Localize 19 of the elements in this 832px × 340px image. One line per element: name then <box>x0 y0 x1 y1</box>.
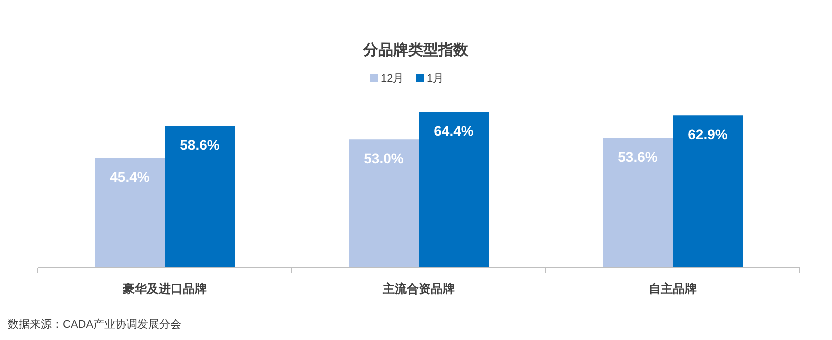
x-tick-label: 豪华及进口品牌 <box>122 282 207 296</box>
data-label: 45.4% <box>110 169 150 186</box>
legend-label: 1月 <box>427 73 444 85</box>
bar <box>673 116 743 268</box>
source-note: 数据来源：CADA产业协调发展分会 <box>8 318 182 331</box>
x-tick-label: 自主品牌 <box>649 282 697 296</box>
bar <box>603 138 673 268</box>
data-label: 64.4% <box>434 123 474 139</box>
legend-label: 12月 <box>381 73 404 85</box>
bar <box>419 112 489 268</box>
bar <box>95 158 165 268</box>
data-label: 58.6% <box>180 137 220 154</box>
data-label: 62.9% <box>688 126 728 143</box>
data-label: 53.0% <box>364 150 404 167</box>
bar <box>165 126 235 268</box>
bar <box>349 140 419 268</box>
x-tick-label: 主流合资品牌 <box>382 282 455 296</box>
data-label: 53.6% <box>618 149 658 166</box>
chart-title: 分品牌类型指数 <box>362 42 470 59</box>
